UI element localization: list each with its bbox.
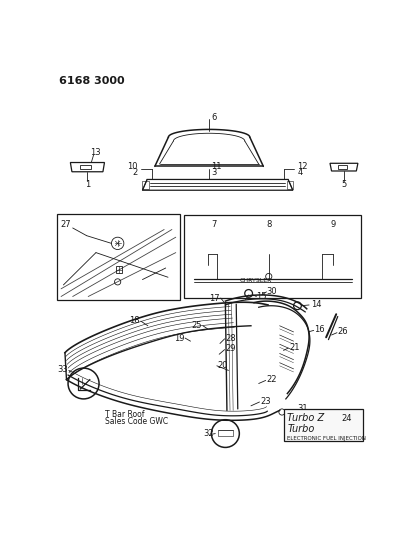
Text: 7: 7 xyxy=(211,220,216,229)
Bar xyxy=(80,165,91,169)
Text: 18: 18 xyxy=(129,316,140,325)
Text: 13: 13 xyxy=(90,148,100,157)
Text: ELECTRONIC FUEL INJECTION: ELECTRONIC FUEL INJECTION xyxy=(287,435,366,441)
Text: 11: 11 xyxy=(211,162,222,171)
Text: 24: 24 xyxy=(341,414,352,423)
Text: 5: 5 xyxy=(341,180,346,189)
Text: 20: 20 xyxy=(217,361,228,370)
Bar xyxy=(333,277,352,282)
Text: 19: 19 xyxy=(174,334,184,343)
Bar xyxy=(217,431,233,436)
Bar xyxy=(142,181,149,189)
Text: 21: 21 xyxy=(289,343,299,352)
Bar xyxy=(284,409,363,441)
Text: 29: 29 xyxy=(225,344,236,353)
Text: 33: 33 xyxy=(57,365,68,374)
Text: 17: 17 xyxy=(209,294,220,303)
Text: 1: 1 xyxy=(86,180,91,189)
Bar xyxy=(286,181,293,189)
Text: 25: 25 xyxy=(192,321,202,330)
Text: 3: 3 xyxy=(211,168,217,177)
Text: 4: 4 xyxy=(297,168,303,177)
Text: 30: 30 xyxy=(266,287,277,296)
Text: Turbo: Turbo xyxy=(287,424,315,434)
Bar xyxy=(338,165,347,169)
Text: 6: 6 xyxy=(211,114,217,123)
Text: 6168 3000: 6168 3000 xyxy=(59,76,124,85)
Text: 10: 10 xyxy=(127,162,138,171)
Bar xyxy=(184,215,361,298)
Text: Turbo Z: Turbo Z xyxy=(287,413,324,423)
Text: 26: 26 xyxy=(338,327,348,336)
Text: 9: 9 xyxy=(330,220,336,229)
Text: 12: 12 xyxy=(297,162,308,171)
Text: 14: 14 xyxy=(310,300,321,309)
Text: 16: 16 xyxy=(315,325,325,334)
Text: 22: 22 xyxy=(266,375,277,384)
Text: Sales Code GWC: Sales Code GWC xyxy=(105,417,169,426)
Text: 31: 31 xyxy=(297,405,308,414)
Text: T Bar Roof: T Bar Roof xyxy=(105,410,145,419)
Text: CHRYSLER: CHRYSLER xyxy=(240,278,273,283)
Text: 27: 27 xyxy=(60,220,71,229)
Text: 15: 15 xyxy=(256,292,267,301)
Text: 8: 8 xyxy=(266,220,271,229)
Bar xyxy=(57,214,180,301)
Bar xyxy=(116,266,122,273)
Text: 2: 2 xyxy=(133,168,138,177)
Text: 28: 28 xyxy=(225,334,236,343)
Text: 32: 32 xyxy=(203,429,214,438)
Text: 23: 23 xyxy=(260,397,271,406)
